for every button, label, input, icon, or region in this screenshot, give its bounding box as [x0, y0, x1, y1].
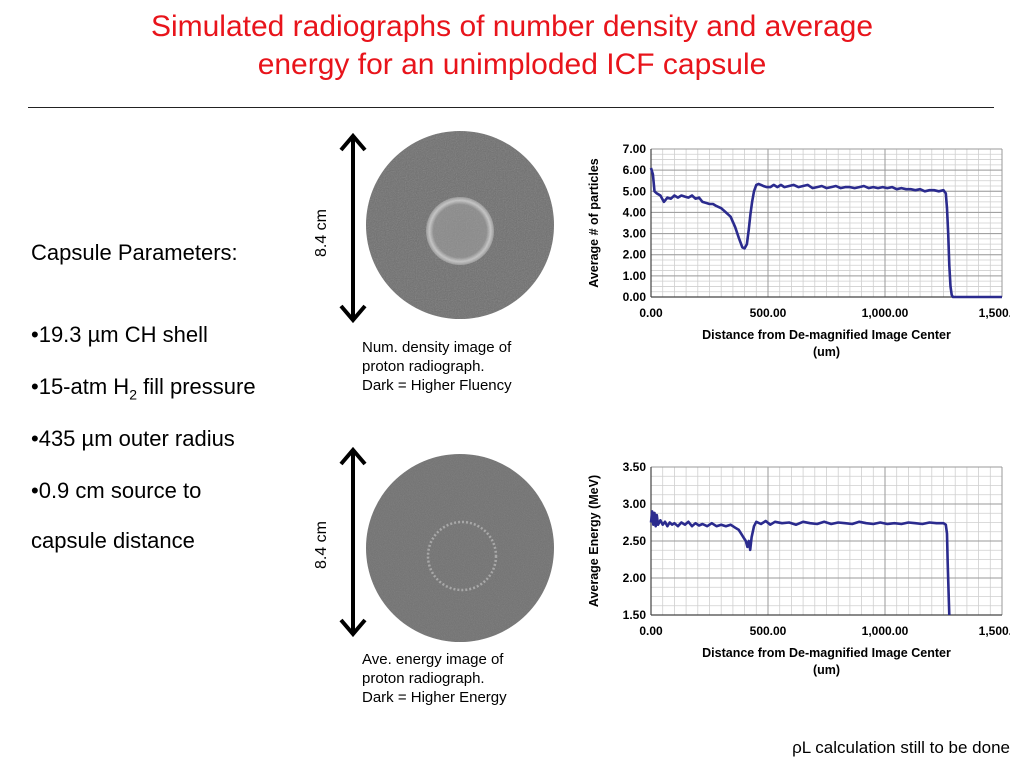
density-caption-line1: Num. density image of [362, 339, 512, 356]
density-radiograph-image [366, 131, 554, 319]
params-heading: Capsule Parameters: [31, 240, 238, 265]
param-source-distance-1: •0.9 cm source to [31, 478, 202, 503]
density-caption-line2: proton radiograph. [362, 358, 485, 375]
density-caption: Num. density image of proton radiograph.… [362, 338, 512, 395]
slide-title: Simulated radiographs of number density … [40, 8, 984, 84]
slide-title-line1: Simulated radiographs of number density … [150, 10, 874, 43]
slide-title-line2: energy for an unimploded ICF capsule [257, 48, 767, 81]
y-tick-label: 6.00 [623, 163, 647, 177]
y-tick-label: 5.00 [623, 184, 647, 198]
energy-scale-label: 8.4 cm [313, 520, 331, 570]
y-tick-label: 3.00 [623, 497, 647, 511]
footer-note: ρL calculation still to be done [792, 738, 1010, 757]
param-shell: •19.3 µm CH shell [31, 322, 208, 347]
x-tick-label: 0.00 [639, 624, 663, 638]
y-tick-label: 1.50 [623, 608, 647, 622]
x-tick-label: 0.00 [639, 306, 663, 320]
param-fill-sub: 2 [129, 386, 137, 403]
title-divider [28, 107, 994, 108]
x-axis-label: Distance from De-magnified Image Center [702, 646, 951, 660]
y-tick-label: 7.00 [623, 142, 647, 156]
density-caption-line3: Dark = Higher Fluency [362, 377, 512, 394]
energy-scale-arrow [339, 446, 367, 638]
energy-noise [366, 454, 554, 642]
param-fill-post: fill pressure [136, 374, 256, 399]
plot-grid [650, 148, 1003, 298]
y-axis-label: Average # of particles [587, 158, 601, 288]
y-axis-label: Average Energy (MeV) [587, 475, 601, 607]
energy-chart: 1.50 2.00 2.50 3.00 3.50 0.00 500.00 1,000.00 1,… [587, 460, 1010, 677]
y-tick-label: 3.50 [623, 460, 647, 474]
param-source-distance-2: capsule distance [31, 528, 195, 553]
y-tick-label: 1.00 [623, 269, 647, 283]
y-tick-label: 0.00 [623, 290, 647, 304]
param-fill-pre: •15-atm H [31, 374, 130, 399]
y-tick-label: 3.00 [623, 227, 647, 241]
x-axis-label-unit: (um) [813, 663, 840, 677]
capsule-ring-faint [426, 520, 498, 592]
series-line [649, 510, 951, 616]
x-axis-label: Distance from De-magnified Image Center [702, 328, 951, 342]
y-tick-label: 4.00 [623, 205, 647, 219]
param-outer-radius: •435 µm outer radius [31, 426, 235, 451]
y-tick-label: 2.50 [623, 534, 647, 548]
energy-caption-line3: Dark = Higher Energy [362, 689, 507, 706]
energy-caption-line2: proton radiograph. [362, 670, 485, 687]
series-line [649, 167, 1002, 299]
x-tick-label: 1,500.00 [979, 306, 1010, 320]
y-tick-label: 2.00 [623, 571, 647, 585]
plot-grid [650, 466, 1003, 616]
particles-chart: 0.00 1.00 2.00 3.00 4.00 5.00 6.00 7.00 0.00 500.… [587, 142, 1010, 359]
x-axis-label-unit: (um) [813, 345, 840, 359]
energy-caption-line1: Ave. energy image of [362, 651, 504, 668]
y-tick-label: 2.00 [623, 248, 647, 262]
energy-caption: Ave. energy image of proton radiograph. … [362, 650, 507, 707]
x-tick-label: 1,000.00 [862, 306, 909, 320]
density-scale-label: 8.4 cm [313, 208, 331, 258]
x-tick-label: 500.00 [750, 624, 787, 638]
param-fill-pressure: •15-atm H2 fill pressure [31, 374, 256, 402]
x-tick-label: 1,500.00 [979, 624, 1010, 638]
capsule-ring-noise [426, 197, 494, 265]
energy-radiograph-image [366, 454, 554, 642]
x-tick-label: 1,000.00 [862, 624, 909, 638]
x-tick-label: 500.00 [750, 306, 787, 320]
density-scale-arrow [339, 132, 367, 324]
